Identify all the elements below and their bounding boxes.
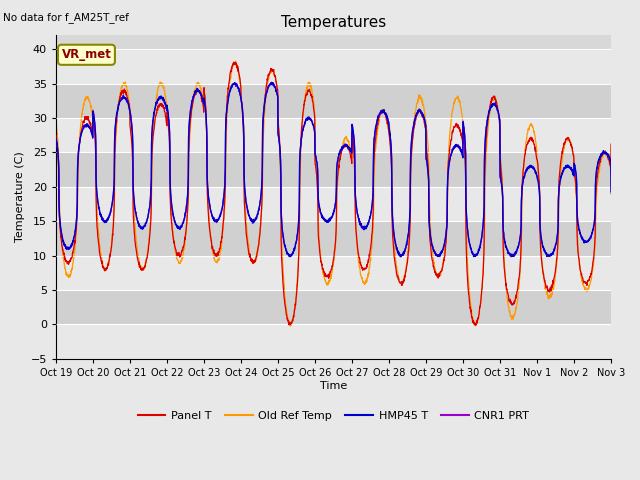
Y-axis label: Temperature (C): Temperature (C) [15,152,25,242]
Legend: Panel T, Old Ref Temp, HMP45 T, CNR1 PRT: Panel T, Old Ref Temp, HMP45 T, CNR1 PRT [133,407,534,425]
Bar [56,221,611,256]
Bar [56,187,611,221]
Title: Temperatures: Temperatures [281,15,386,30]
Bar [56,118,611,152]
Text: VR_met: VR_met [61,48,111,61]
Bar [56,49,611,84]
Bar [56,256,611,290]
Bar [56,324,611,359]
Bar [56,290,611,324]
Bar [56,84,611,118]
X-axis label: Time: Time [320,381,347,391]
Text: No data for f_AM25T_ref: No data for f_AM25T_ref [3,12,129,23]
Bar [56,152,611,187]
